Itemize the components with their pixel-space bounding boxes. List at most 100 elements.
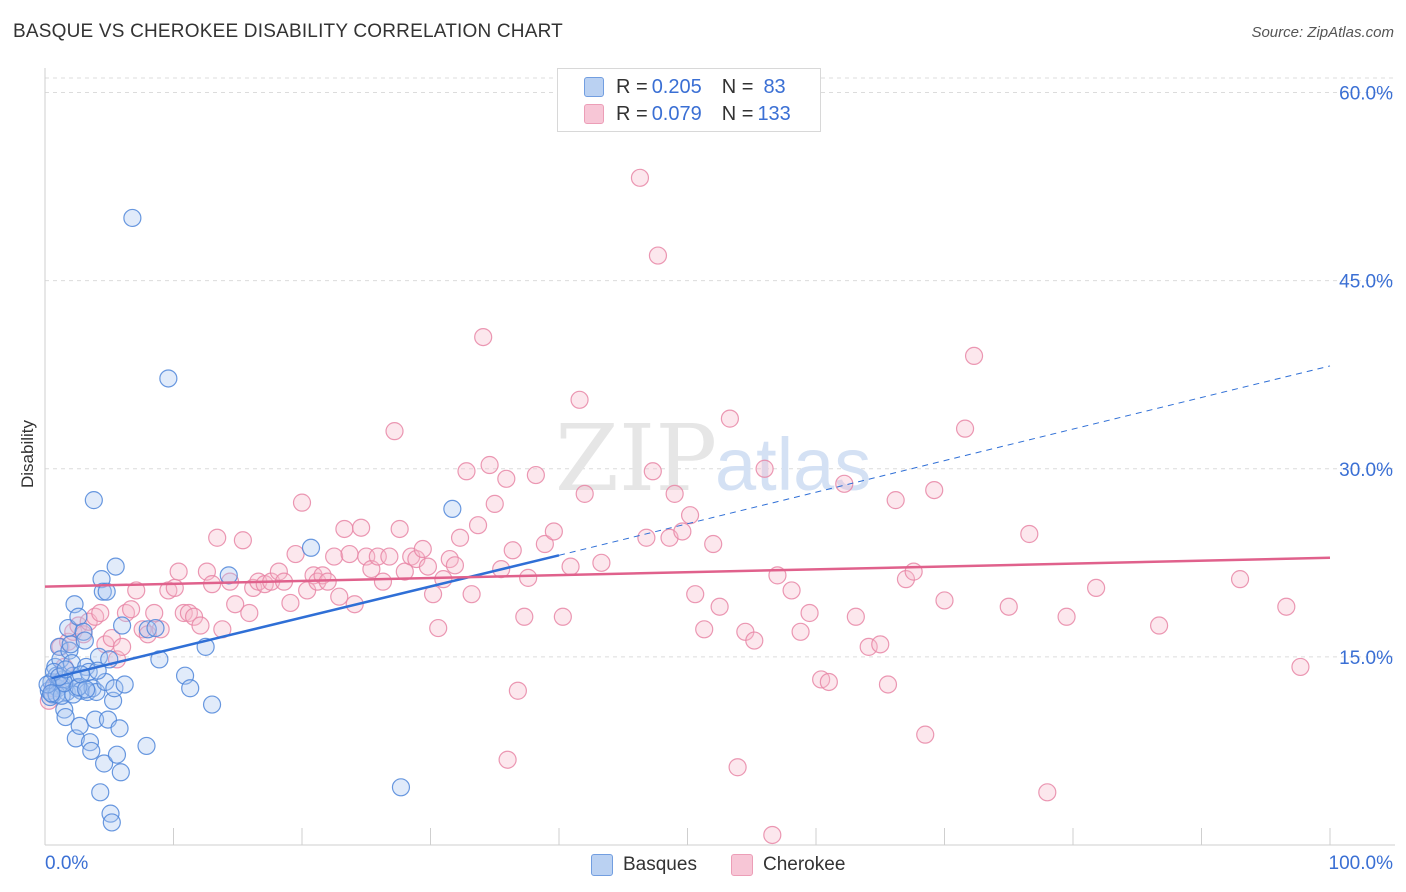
cherokee-point	[544, 522, 563, 541]
cherokee-point	[1291, 657, 1310, 677]
cherokee-point	[925, 480, 944, 500]
cherokee-point	[846, 607, 865, 626]
cherokee-point	[745, 631, 764, 650]
cherokee-point	[904, 562, 923, 581]
cherokee-point	[720, 409, 740, 428]
watermark-atlas: atlas	[715, 423, 871, 506]
axes-layer	[44, 68, 1395, 846]
legend-n-label: N =	[721, 75, 754, 98]
cherokee-point	[800, 603, 819, 623]
cherokee-point	[728, 758, 747, 777]
basques-point	[202, 695, 222, 714]
cherokee-point	[819, 672, 838, 692]
cherokee-point	[395, 562, 414, 581]
cherokee-point	[964, 346, 984, 366]
cherokee-point	[450, 528, 470, 547]
basques-point	[391, 778, 411, 797]
cherokee-point	[503, 541, 522, 560]
cherokee-point	[445, 556, 465, 575]
cherokee-point	[145, 603, 164, 623]
cherokee-point	[233, 531, 252, 550]
basques-point	[84, 491, 103, 510]
basques-point	[137, 736, 156, 756]
cherokee-point	[352, 518, 371, 537]
source-credit: Source: ZipAtlas.com	[1251, 24, 1394, 41]
cherokee-point	[575, 484, 594, 503]
basques-point	[111, 763, 130, 782]
cherokee-point	[1230, 570, 1250, 589]
cherokee-point	[791, 622, 810, 641]
basques-point	[123, 208, 142, 228]
cherokee-point	[763, 825, 782, 845]
cherokee-point	[695, 620, 714, 639]
cherokee-point	[121, 600, 141, 619]
basques-point	[107, 745, 127, 764]
basques-point	[61, 635, 80, 654]
cherokee-point	[835, 474, 854, 493]
cherokee-point	[710, 597, 729, 616]
basques-point	[219, 566, 238, 585]
basques-point	[77, 680, 96, 699]
basques-point	[146, 618, 165, 638]
cherokee-point	[955, 419, 975, 438]
basques-point	[91, 783, 110, 802]
bottom-legend-swatch-basques	[591, 854, 613, 876]
cherokee-point	[480, 455, 499, 475]
cherokee-point	[515, 607, 534, 626]
cherokee-point	[526, 465, 545, 485]
cherokee-point	[485, 494, 504, 513]
bottom-legend-cherokee[interactable]: Cherokee	[731, 852, 845, 878]
basques-point	[95, 754, 114, 773]
basques-point	[443, 499, 462, 519]
cherokee-point	[1277, 597, 1296, 616]
basques-point	[102, 813, 121, 832]
cherokee-point	[704, 534, 723, 554]
cherokee-point	[330, 587, 349, 606]
y-tick-label: 45.0%	[1339, 272, 1393, 293]
cherokee-point	[673, 522, 692, 541]
basques-point	[112, 616, 132, 635]
x-tick-label-max: 100.0%	[1329, 853, 1394, 874]
basques-point	[106, 557, 125, 576]
cherokee-point	[133, 620, 152, 639]
cherokee-point	[871, 635, 890, 654]
legend-swatch-cherokee	[584, 104, 604, 124]
cherokee-point	[643, 462, 662, 481]
cherokee-point	[325, 547, 344, 566]
cherokee-point	[535, 534, 554, 554]
cherokee-point	[240, 603, 259, 623]
cherokee-point	[413, 539, 432, 559]
cherokee-point	[462, 585, 481, 604]
cherokee-point	[630, 168, 650, 187]
cherokee-points	[39, 168, 1310, 845]
cherokee-point	[457, 462, 476, 481]
cherokee-point	[281, 593, 300, 613]
basques-point	[105, 679, 124, 698]
bottom-legend-basques[interactable]: Basques	[591, 852, 697, 878]
cherokee-point	[553, 607, 572, 626]
cherokee-point	[169, 562, 188, 581]
basques-point	[69, 607, 88, 626]
cherokee-point	[1087, 578, 1106, 598]
legend-n-value: 133	[757, 102, 791, 125]
legend-row-cherokee: R = 0.079 N = 133	[584, 102, 791, 126]
cherokee-point	[561, 557, 580, 576]
cherokee-point	[686, 585, 705, 604]
y-axis-label: Disability	[18, 419, 37, 488]
y-tick-label: 60.0%	[1339, 84, 1393, 105]
cherokee-point	[340, 544, 359, 564]
basques-point	[55, 700, 74, 719]
basques-point	[301, 538, 321, 557]
cherokee-point	[859, 637, 878, 656]
cherokee-point	[390, 519, 409, 539]
basques-point	[110, 719, 129, 738]
cherokee-point	[896, 570, 916, 589]
bottom-legend-swatch-cherokee	[731, 854, 753, 876]
cherokee-point	[468, 516, 488, 535]
bottom-legend-label-basques: Basques	[623, 854, 697, 875]
legend-row-basques: R = 0.205 N = 83	[584, 75, 786, 99]
chart-title: BASQUE VS CHEROKEE DISABILITY CORRELATIO…	[13, 21, 563, 42]
cherokee-point	[497, 469, 516, 488]
basques-point	[70, 716, 89, 735]
